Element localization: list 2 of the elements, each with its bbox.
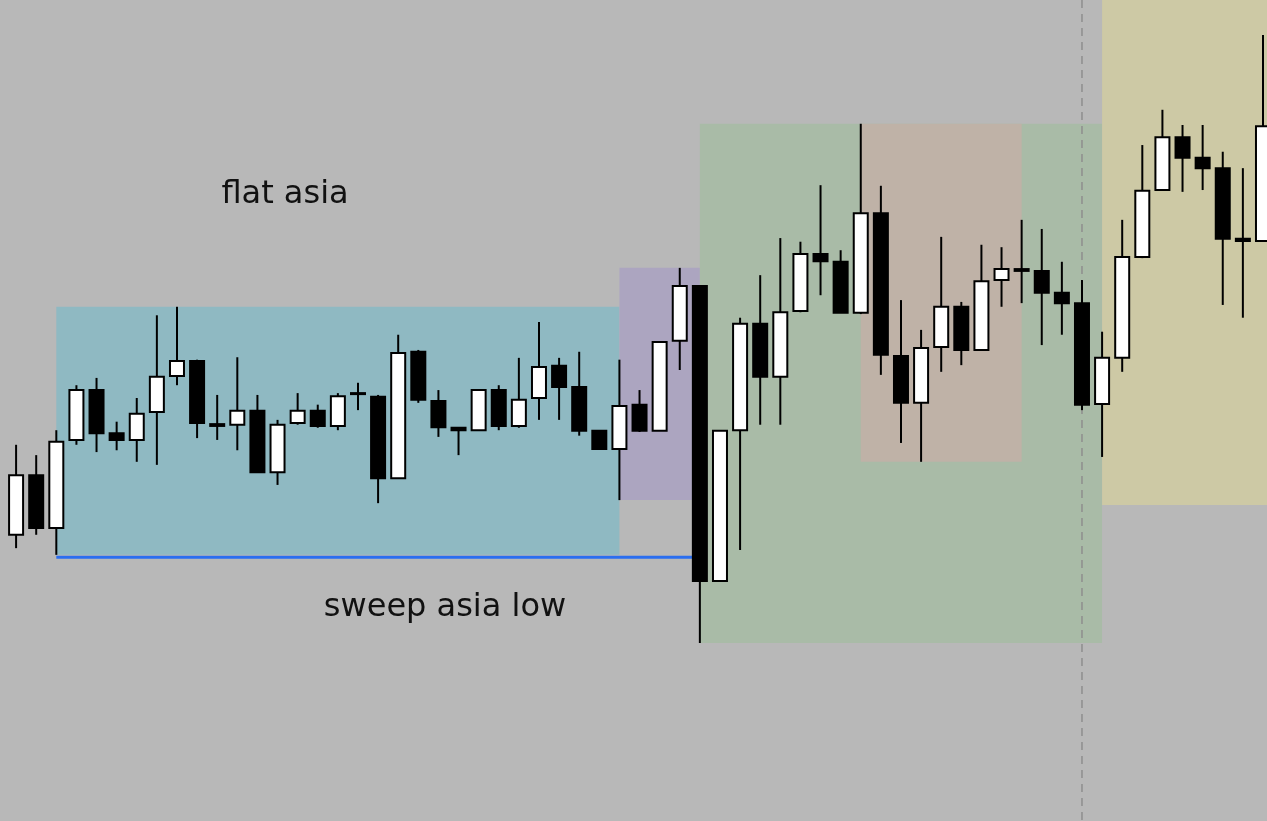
annotation: sweep asia low xyxy=(323,586,567,625)
annotation: flat asia xyxy=(221,173,349,212)
